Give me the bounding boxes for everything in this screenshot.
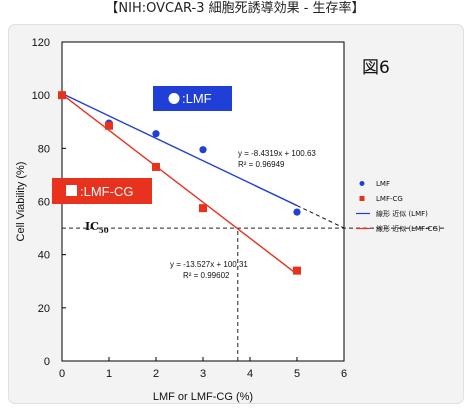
trendline-lmfcg bbox=[61, 93, 298, 275]
equation-label: y = -13.527x + 100.31 bbox=[170, 260, 248, 269]
data-point-lmfcg bbox=[199, 204, 207, 213]
y-tick-label: 40 bbox=[38, 250, 50, 262]
callout-lmfcg-square-icon bbox=[66, 185, 77, 196]
legend-marker-lmfcg bbox=[359, 196, 365, 201]
data-point-lmfcg bbox=[58, 91, 66, 100]
equation-label: y = -8.4319x + 100.63 bbox=[238, 149, 316, 158]
legend-group: LMF LMF-CG 線形 近似 (LMF) 線形 近似 (LMF-CG) bbox=[356, 180, 441, 233]
callout-lmf-box bbox=[153, 86, 232, 111]
y-tick-label: 120 bbox=[32, 37, 50, 49]
x-tick-label: 1 bbox=[106, 368, 112, 380]
legend-label: 線形 近似 (LMF) bbox=[376, 209, 428, 218]
x-tick-label: 3 bbox=[200, 368, 206, 380]
ic50-label-main: IC bbox=[85, 220, 99, 233]
y-axis-label: Cell Viability (%) bbox=[15, 162, 27, 242]
x-tick-label: 5 bbox=[294, 368, 300, 380]
r2-label: R² = 0.99602 bbox=[183, 271, 230, 280]
callout-lmfcg-text: :LMF-CG bbox=[80, 184, 133, 199]
ic50-label-sub: 50 bbox=[99, 226, 109, 235]
y-tick-label: 20 bbox=[38, 303, 50, 315]
page-title: 【NIH:OVCAR-3 細胞死誘導効果 - 生存率】 bbox=[105, 1, 365, 16]
trendline-lmf bbox=[61, 92, 298, 207]
legend-label: LMF bbox=[376, 180, 390, 188]
data-point-lmfcg bbox=[105, 121, 113, 130]
y-tick-label: 100 bbox=[32, 90, 50, 102]
legend-marker-lmf bbox=[359, 181, 365, 186]
y-tick-label: 80 bbox=[38, 143, 50, 155]
x-tick-label: 4 bbox=[247, 368, 253, 380]
figure-label: 図6 bbox=[362, 58, 390, 78]
data-point-lmf bbox=[152, 130, 160, 138]
data-point-lmf bbox=[293, 208, 301, 216]
x-tick-label: 2 bbox=[153, 368, 159, 380]
trendlines-group bbox=[61, 92, 298, 275]
legend-label: 線形 近似 (LMF-CG) bbox=[376, 224, 441, 233]
y-tick-label: 0 bbox=[44, 356, 50, 368]
x-tick-label: 6 bbox=[341, 368, 347, 380]
annotations-group: y = -8.4319x + 100.63 R² = 0.96949 y = -13… bbox=[170, 149, 316, 280]
y-tick-label: 60 bbox=[38, 197, 50, 209]
legend-label: LMF-CG bbox=[376, 195, 403, 203]
data-points-group bbox=[58, 91, 301, 275]
x-tick-label: 0 bbox=[59, 368, 65, 380]
data-point-lmfcg bbox=[152, 162, 160, 171]
ic50-label: IC50 bbox=[85, 220, 109, 235]
trendline-extension-0 bbox=[296, 205, 345, 229]
r2-label: R² = 0.96949 bbox=[238, 160, 285, 169]
x-axis-label: LMF or LMF-CG (%) bbox=[153, 391, 253, 403]
callout-lmf-circle-icon bbox=[168, 93, 180, 104]
data-point-lmfcg bbox=[293, 266, 301, 275]
data-point-lmf bbox=[199, 146, 207, 154]
callout-lmf-text: :LMF bbox=[182, 91, 212, 106]
